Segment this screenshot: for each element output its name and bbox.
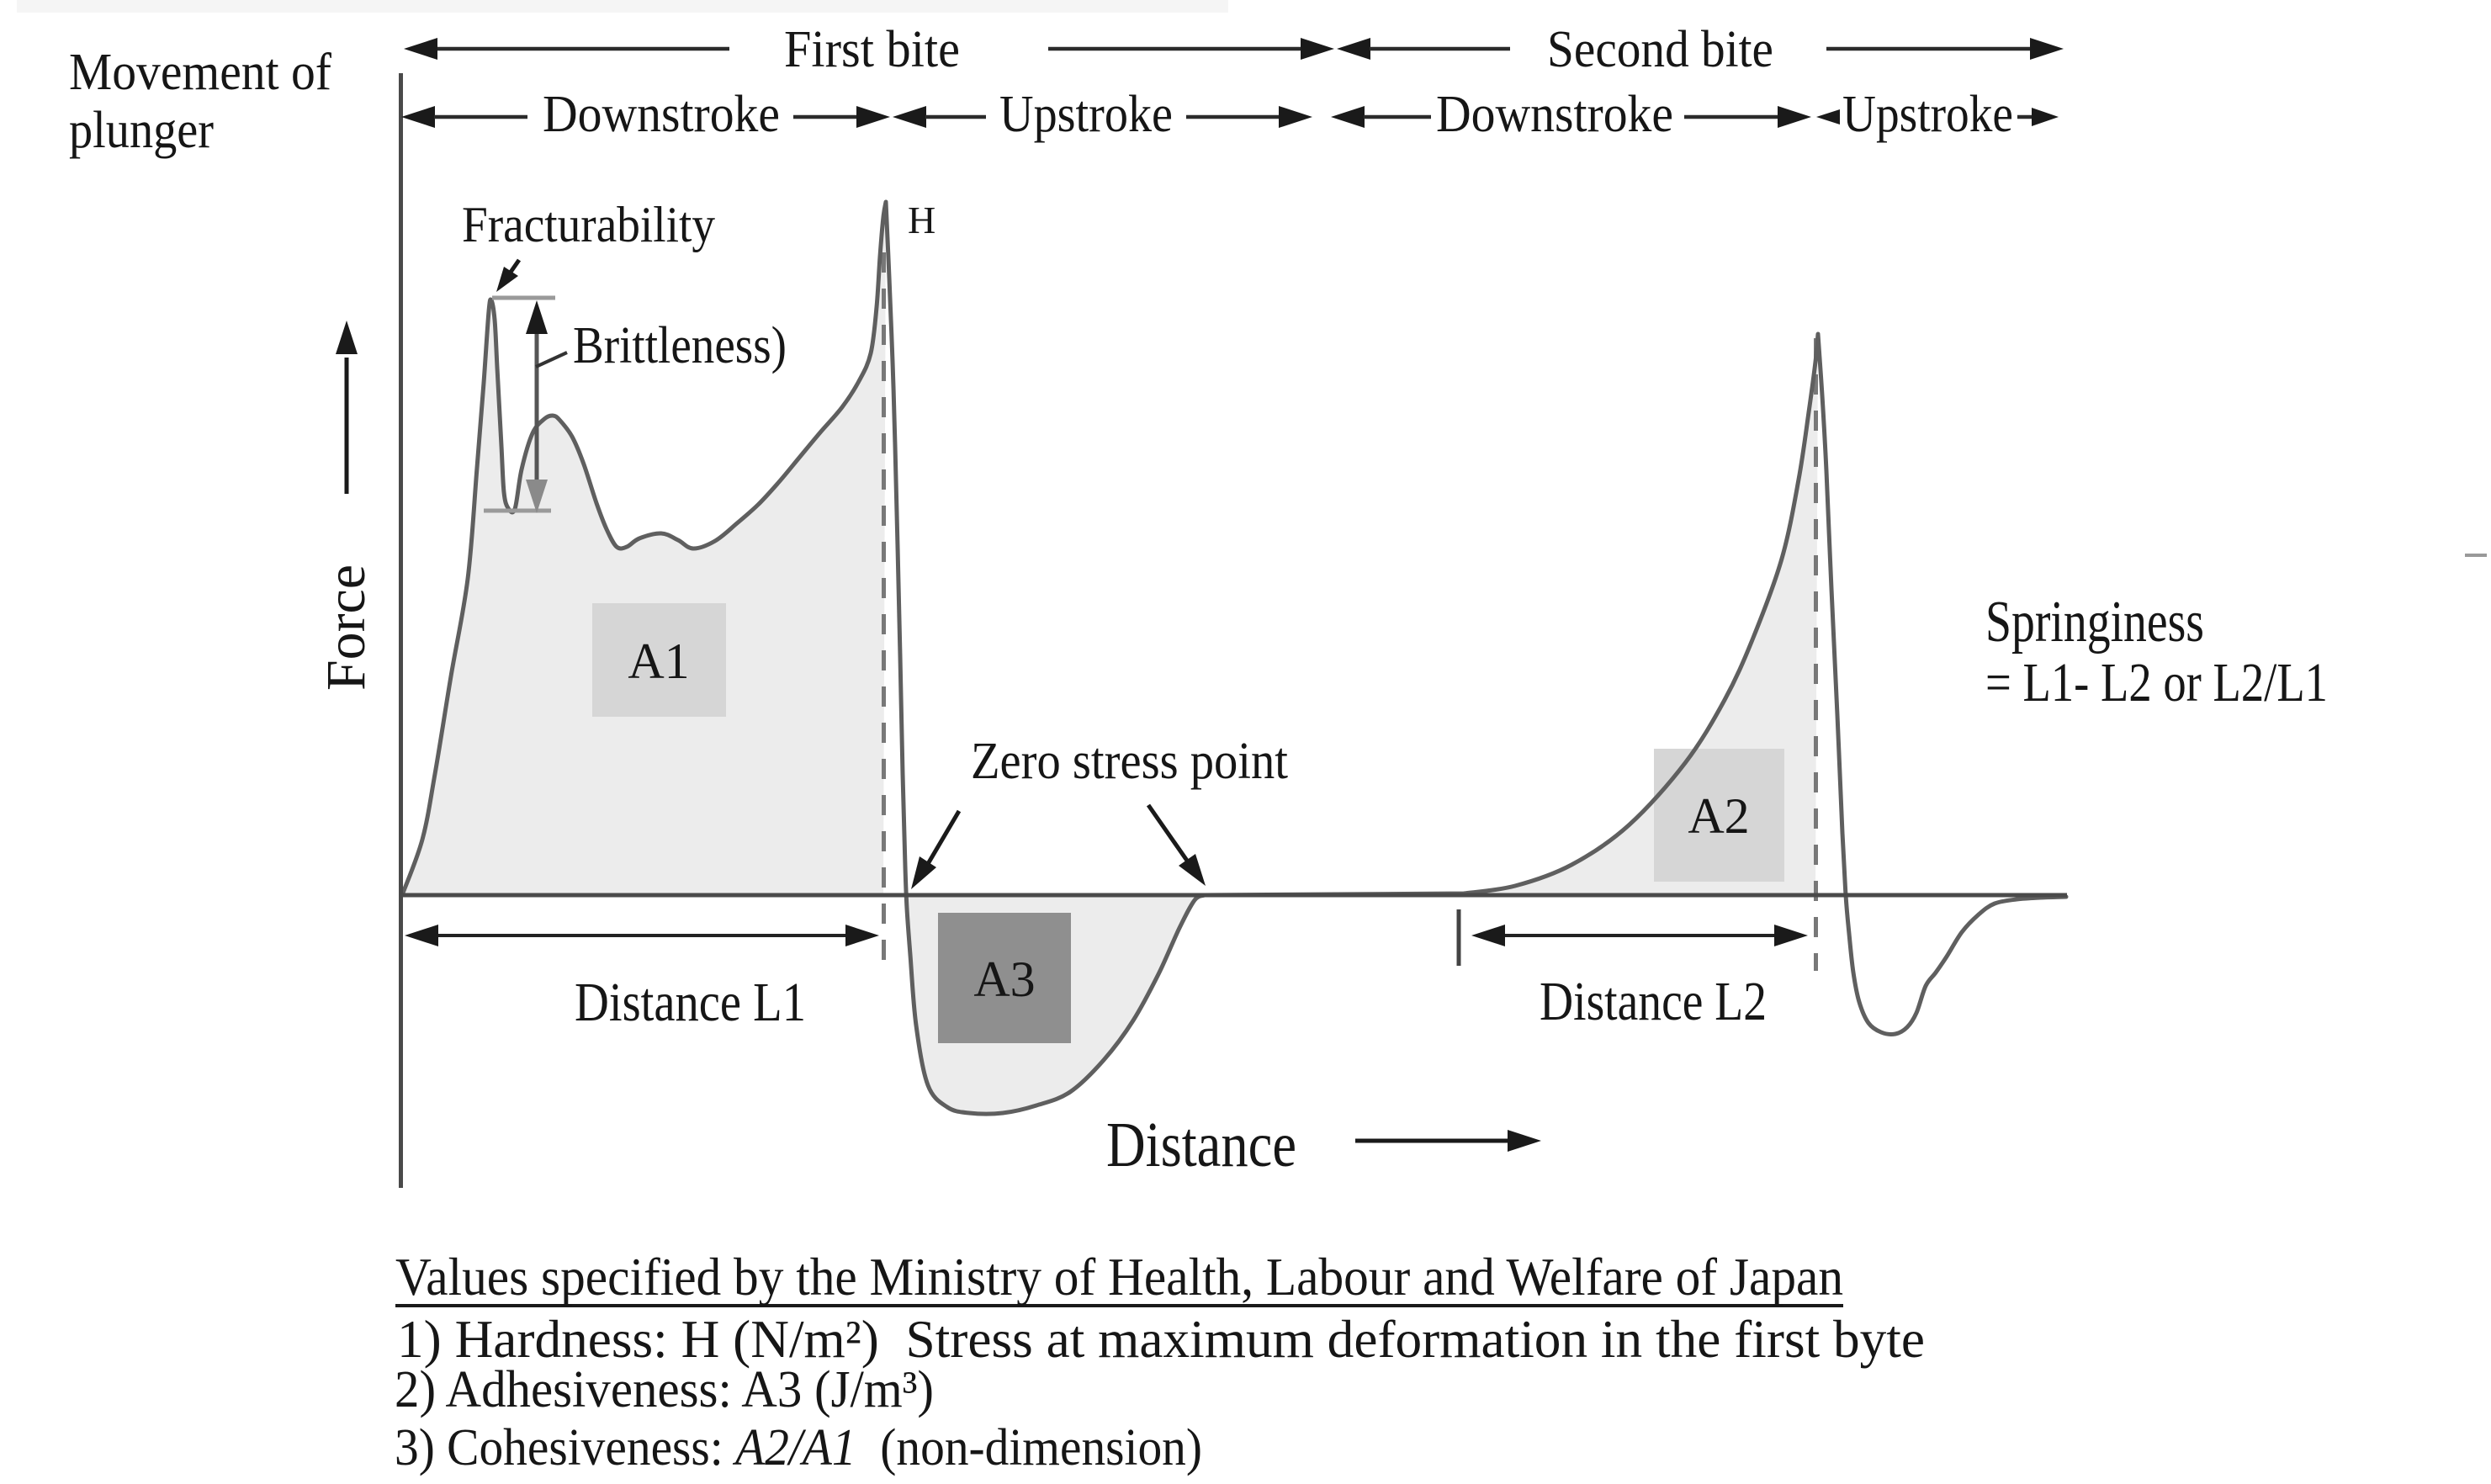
svg-text:A3: A3	[973, 951, 1035, 1007]
svg-text:Downstroke: Downstroke	[543, 86, 780, 143]
svg-text:= L1- L2 or L2/L1: = L1- L2 or L2/L1	[1985, 652, 2328, 713]
svg-text:1) Hardness: H (N/m²) Stress: 1) Hardness: H (N/m²) Stress at maximum …	[397, 1309, 1925, 1369]
svg-text:Springiness: Springiness	[1985, 590, 2204, 655]
svg-text:Distance L2: Distance L2	[1540, 971, 1767, 1032]
svg-text:Distance L1: Distance L1	[575, 972, 806, 1033]
svg-text:plunger: plunger	[69, 102, 214, 159]
svg-text:Force: Force	[315, 564, 377, 691]
svg-text:Downstroke: Downstroke	[1436, 86, 1673, 143]
svg-text:Second bite: Second bite	[1547, 21, 1773, 78]
svg-text:First bite: First bite	[784, 21, 960, 78]
svg-text:Brittleness): Brittleness)	[573, 317, 787, 374]
svg-text:2) Adhesiveness: A3 (J/m³): 2) Adhesiveness: A3 (J/m³)	[395, 1361, 934, 1418]
svg-text:Upstroke: Upstroke	[999, 86, 1173, 143]
svg-text:Distance: Distance	[1106, 1110, 1296, 1180]
svg-text:3) Cohesiveness: A2/A1 (non-d: 3) Cohesiveness: A2/A1 (non-dimension)	[395, 1419, 1202, 1476]
svg-text:Movement of: Movement of	[69, 44, 331, 101]
svg-text:A1: A1	[628, 633, 689, 689]
svg-text:Values specified by the Minist: Values specified by the Ministry of Heal…	[395, 1247, 1843, 1306]
svg-text:Zero stress point: Zero stress point	[971, 733, 1288, 790]
svg-text:Upstroke: Upstroke	[1842, 86, 2013, 143]
svg-text:H: H	[908, 199, 935, 241]
svg-text:Fracturability: Fracturability	[462, 197, 715, 252]
svg-text:A2: A2	[1688, 788, 1749, 844]
